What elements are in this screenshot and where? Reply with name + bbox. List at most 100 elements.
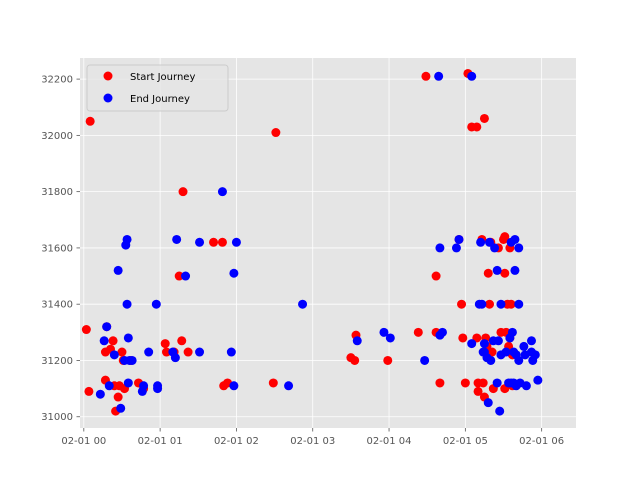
point-end-journey (490, 243, 500, 253)
point-end-journey (514, 355, 524, 365)
y-tick-label: 31400 (41, 300, 73, 311)
point-start-journey (421, 71, 431, 81)
point-end-journey (519, 341, 529, 351)
point-start-journey (84, 386, 94, 396)
legend-marker-start-journey (103, 71, 113, 81)
point-end-journey (507, 327, 517, 337)
y-tick-label: 32200 (41, 75, 73, 86)
point-end-journey (153, 384, 163, 394)
point-end-journey (434, 71, 444, 81)
point-end-journey (477, 299, 487, 309)
point-end-journey (102, 322, 112, 332)
legend-box (86, 64, 229, 112)
point-end-journey (217, 187, 227, 197)
point-end-journey (514, 243, 524, 253)
point-end-journey (510, 234, 520, 244)
point-end-journey (172, 234, 182, 244)
point-start-journey (209, 237, 219, 247)
point-start-journey (117, 347, 127, 357)
point-start-journey (161, 347, 171, 357)
point-start-journey (460, 378, 470, 388)
point-end-journey (467, 339, 477, 349)
series-layer (81, 68, 543, 416)
point-end-journey (139, 381, 149, 391)
point-start-journey (457, 299, 467, 309)
point-end-journey (195, 347, 205, 357)
point-end-journey (510, 265, 520, 275)
legend-marker-end-journey (103, 93, 113, 103)
point-end-journey (476, 237, 486, 247)
point-start-journey (483, 268, 493, 278)
point-end-journey (451, 243, 461, 253)
y-tick-label: 31000 (41, 412, 73, 423)
point-start-journey (458, 333, 468, 343)
point-end-journey (454, 234, 464, 244)
point-end-journey (122, 299, 132, 309)
point-end-journey (229, 268, 239, 278)
point-end-journey (501, 347, 511, 357)
legend-label-end-journey: End Journey (130, 94, 190, 105)
point-start-journey (383, 355, 393, 365)
point-end-journey (437, 327, 447, 337)
y-tick-label: 31800 (41, 187, 73, 198)
point-end-journey (127, 355, 137, 365)
point-end-journey (526, 336, 536, 346)
point-end-journey (123, 333, 133, 343)
point-end-journey (226, 347, 236, 357)
point-start-journey (271, 128, 281, 138)
point-end-journey (195, 237, 205, 247)
point-end-journey (113, 265, 123, 275)
x-tick-label: 02-01 00 (61, 436, 106, 447)
point-start-journey (268, 378, 278, 388)
point-start-journey (485, 299, 495, 309)
point-end-journey (521, 381, 531, 391)
legend: Start Journey End Journey (86, 64, 229, 112)
point-end-journey (495, 406, 505, 416)
point-start-journey (472, 122, 482, 132)
x-tick-label: 02-01 04 (367, 436, 412, 447)
point-start-journey (431, 271, 441, 281)
y-tick-label: 32000 (41, 131, 73, 142)
point-end-journey (493, 336, 503, 346)
point-end-journey (530, 350, 540, 360)
x-tick-label: 02-01 02 (214, 436, 259, 447)
point-start-journey (85, 116, 95, 126)
point-start-journey (183, 347, 193, 357)
point-end-journey (514, 299, 524, 309)
point-end-journey (420, 355, 430, 365)
point-end-journey (492, 378, 502, 388)
point-end-journey (116, 403, 126, 413)
point-start-journey (478, 378, 488, 388)
point-end-journey (479, 339, 489, 349)
point-start-journey (413, 327, 423, 337)
point-end-journey (122, 234, 132, 244)
x-axis-ticks: 02-01 00 02-01 01 02-01 02 02-01 03 02-01 04… (61, 428, 564, 447)
point-end-journey (352, 336, 362, 346)
point-end-journey (170, 353, 180, 363)
y-tick-label: 31200 (41, 356, 73, 367)
point-start-journey (217, 237, 227, 247)
point-start-journey (435, 378, 445, 388)
point-end-journey (486, 355, 496, 365)
point-end-journey (496, 299, 506, 309)
point-end-journey (379, 327, 389, 337)
point-start-journey (473, 386, 483, 396)
point-end-journey (181, 271, 191, 281)
point-end-journey (123, 378, 133, 388)
point-end-journey (467, 71, 477, 81)
point-end-journey (104, 381, 114, 391)
point-start-journey (108, 336, 118, 346)
point-end-journey (483, 398, 493, 408)
point-end-journey (99, 336, 109, 346)
point-end-journey (298, 299, 308, 309)
x-tick-label: 02-01 03 (290, 436, 335, 447)
point-end-journey (229, 381, 239, 391)
y-tick-label: 31600 (41, 243, 73, 254)
point-start-journey (160, 339, 170, 349)
point-start-journey (350, 355, 360, 365)
point-start-journey (506, 299, 516, 309)
point-start-journey (178, 187, 188, 197)
legend-label-start-journey: Start Journey (130, 72, 195, 83)
point-start-journey (479, 113, 489, 123)
